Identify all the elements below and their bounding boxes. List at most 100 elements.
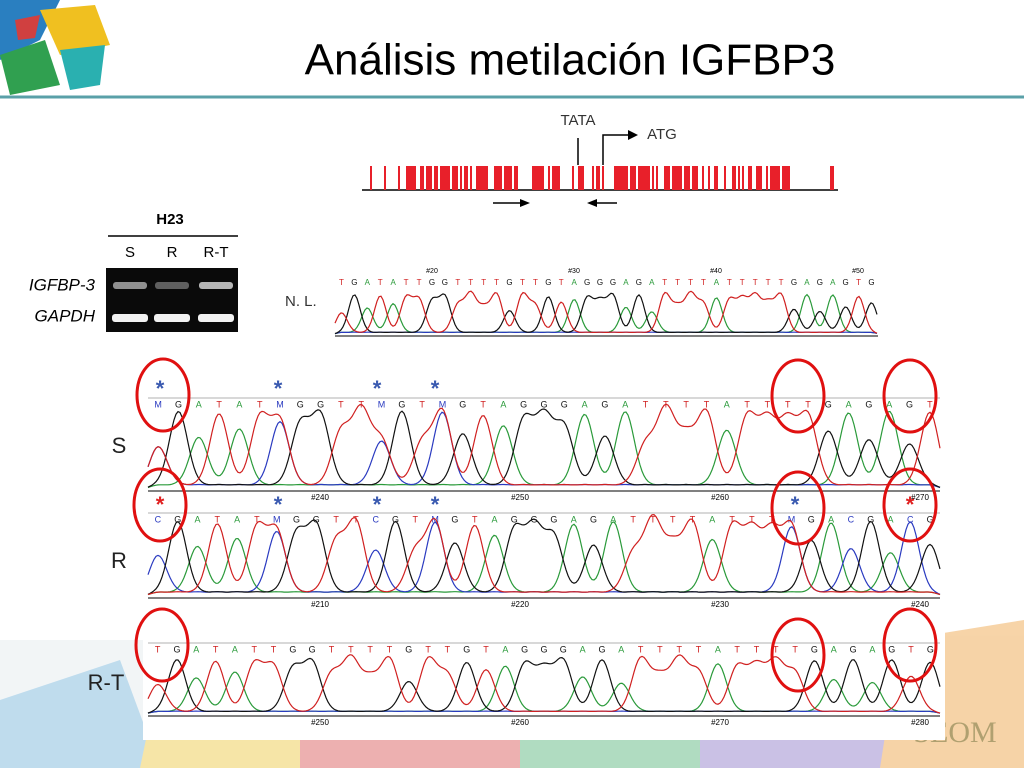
normal-panel [330,268,882,340]
methylation-mark: * [431,376,440,401]
gene-label: IGFBP-3 [29,275,96,294]
highlight-circle [134,607,190,683]
base: T [348,644,354,654]
base: T [676,644,682,654]
base: T [338,399,344,409]
base: T [213,644,219,654]
position: #260 [511,718,529,727]
base: T [404,278,409,287]
band [112,314,148,322]
base: A [828,514,834,524]
cpg-site [688,166,690,190]
cpg-site [454,166,456,190]
cpg-site [370,166,372,190]
base: M [276,399,284,409]
cpg-site [614,166,616,190]
cpg-site [732,166,734,190]
base: A [194,514,200,524]
cpg-site [384,166,386,190]
cpg-site [536,166,538,190]
cpg-site [672,166,674,190]
base: T [387,644,393,654]
cpg-site [470,166,472,190]
cpg-site [676,166,678,190]
base: T [559,278,564,287]
cpg-site [656,166,658,190]
base: A [846,399,852,409]
cpg-site [430,166,432,190]
base: T [701,278,706,287]
cpg-site [770,166,772,190]
base: T [740,278,745,287]
base: A [572,278,578,287]
cpg-site [476,166,478,190]
cpg-site [638,166,640,190]
base: G [459,399,466,409]
methylation-mark: * [791,492,800,517]
methylation-mark: * [274,376,283,401]
position: #20 [426,268,438,275]
highlight-circle [882,467,938,543]
trace [147,513,941,596]
cell-line: H23 [156,211,184,228]
base: A [571,514,577,524]
cpg-site [414,166,416,190]
base: T [417,278,422,287]
cpg-site [480,166,482,190]
cpg-site [766,166,768,190]
base: C [907,514,914,524]
cpg-site [602,166,604,190]
base: T [419,399,425,409]
band [155,282,189,289]
base: T [155,644,161,654]
base: T [445,644,451,654]
base: C [155,514,162,524]
base: A [580,644,586,654]
methylation-mark: * [906,492,915,517]
highlight-circle [132,467,188,543]
base: T [472,514,478,524]
cpg-site [496,166,498,190]
lane-label: S [125,244,135,261]
highlight-circle [135,357,191,433]
cpg-site [398,166,400,190]
cpg-site [534,166,536,190]
base: A [610,514,616,524]
gel-bands [112,282,234,322]
base: G [540,644,547,654]
position: #270 [911,493,929,502]
cpg-site [598,166,600,190]
base: A [582,399,588,409]
base: G [297,399,304,409]
cpg-site [532,166,534,190]
base: T [734,644,740,654]
cpg-site [554,166,556,190]
base: G [289,644,296,654]
base: A [502,644,508,654]
base: T [533,278,538,287]
methylation-mark: * [156,492,165,517]
base: T [670,514,676,524]
row-label: R [111,548,127,573]
cpg-site [466,166,468,190]
base: A [831,644,837,654]
base: T [333,514,339,524]
base: G [506,278,512,287]
cpg-site [464,166,466,190]
position: #240 [311,493,329,502]
cpg-site [572,166,574,190]
base: C [848,514,855,524]
band [199,282,233,289]
cpg-site [558,166,560,190]
base: G [865,399,872,409]
methylation-mark: * [274,492,283,517]
cpg-site [776,166,778,190]
base: T [455,278,460,287]
base: T [754,644,760,654]
base: G [560,644,567,654]
cpg-site [516,166,518,190]
cpg-site [832,166,834,190]
cpg-site [782,166,784,190]
cpg-site [644,166,646,190]
cpg-site [742,166,744,190]
